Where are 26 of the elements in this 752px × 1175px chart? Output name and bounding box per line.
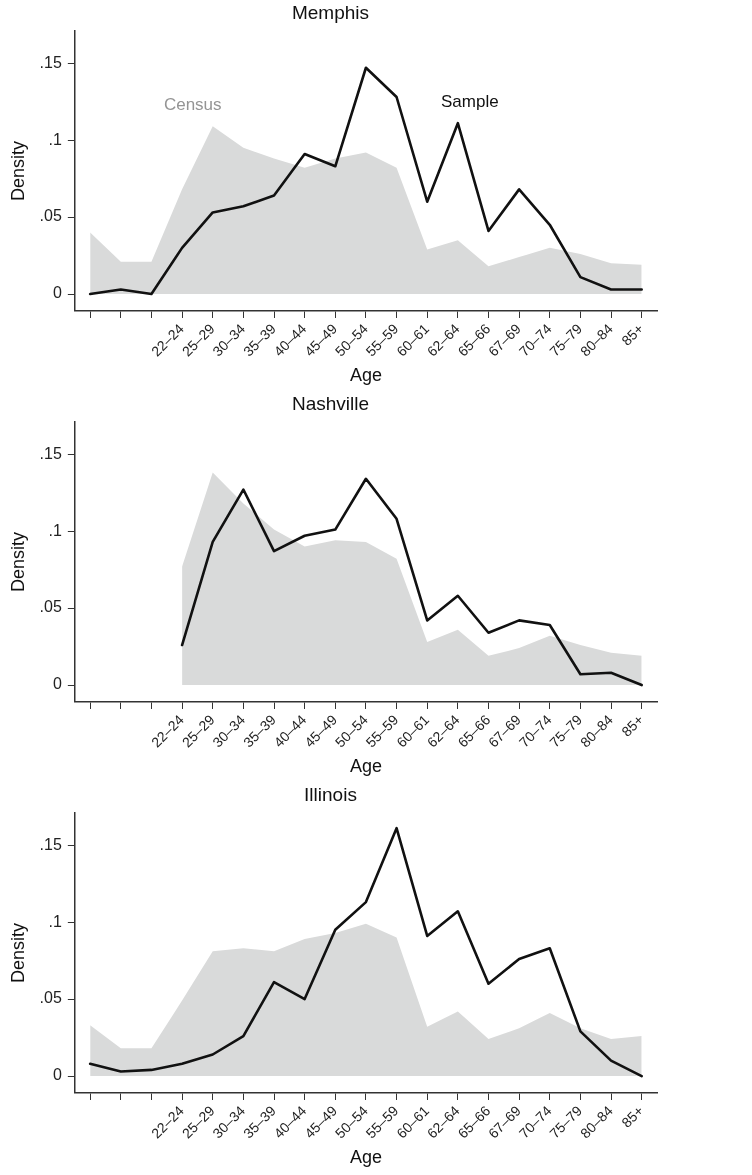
x-axis-title: Age [349,756,382,777]
y-tick-label: .15 [39,53,62,71]
x-tick-label: 85+ [618,711,647,740]
x-axis-title: Age [349,1147,382,1168]
y-tick-label: .05 [39,989,62,1007]
y-axis-title: Density [7,140,28,201]
y-tick-label: .1 [48,521,62,539]
y-tick-label: 0 [52,675,62,693]
series-label: Census [163,95,222,115]
chart-title: Illinois [304,783,357,805]
y-axis-title: Density [7,922,28,983]
y-tick-label: .15 [39,444,62,462]
chart-title: Memphis [291,1,370,23]
y-tick-label: .05 [39,207,62,225]
y-tick-label: 0 [52,1066,62,1084]
y-tick-label: .15 [39,835,62,853]
chart-title: Nashville [291,392,370,414]
y-tick-label: .05 [39,598,62,616]
x-tick-label: 85+ [618,320,647,349]
y-tick-label: .1 [48,912,62,930]
series-label: Sample [441,92,499,112]
x-tick-label: 85+ [618,1102,647,1131]
y-axis-title: Density [7,531,28,592]
x-axis-title: Age [349,365,382,386]
y-tick-label: 0 [52,284,62,302]
y-tick-label: .1 [48,130,62,148]
